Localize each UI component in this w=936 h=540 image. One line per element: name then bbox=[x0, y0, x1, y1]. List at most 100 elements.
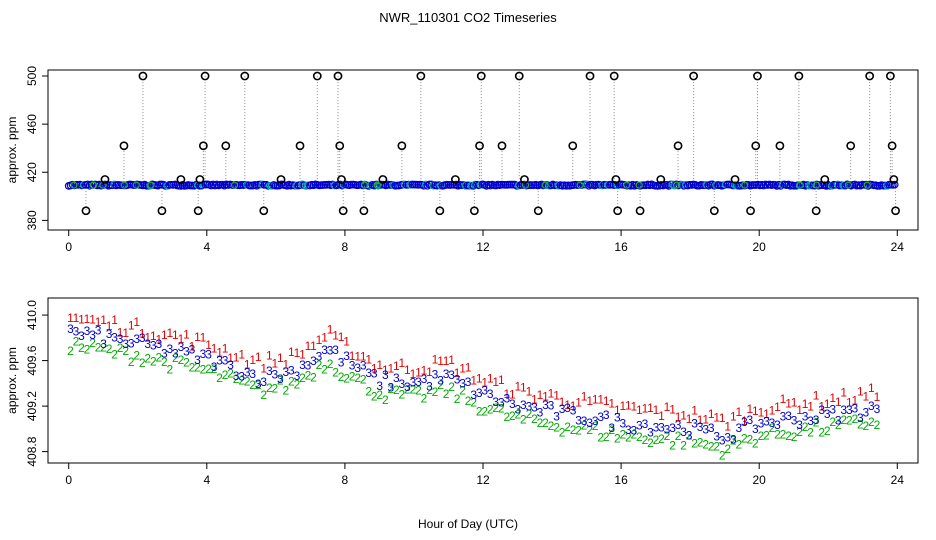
series-1-point: 1 bbox=[277, 351, 284, 365]
series-1-point: 1 bbox=[283, 358, 290, 372]
series-1-point: 1 bbox=[465, 360, 472, 374]
spike-point bbox=[533, 206, 543, 216]
series-3-point: 3 bbox=[487, 387, 494, 401]
series-3-point: 3 bbox=[686, 429, 693, 443]
series-2-point: 2 bbox=[393, 383, 400, 397]
series-1-point: 1 bbox=[813, 389, 820, 403]
series-3-point: 3 bbox=[84, 324, 91, 338]
series-1-point: 1 bbox=[570, 399, 577, 413]
series-1-point: 1 bbox=[619, 399, 626, 413]
series-1-point: 1 bbox=[470, 373, 477, 387]
series-1-point: 1 bbox=[592, 393, 599, 407]
series-2-point: 2 bbox=[399, 387, 406, 401]
series-3-point: 3 bbox=[636, 419, 643, 433]
series-2-point: 2 bbox=[708, 440, 715, 454]
series-1-point: 1 bbox=[222, 341, 229, 355]
series-2-point: 2 bbox=[796, 425, 803, 439]
series-1-point: 1 bbox=[548, 386, 555, 400]
spike-point bbox=[119, 141, 129, 151]
series-3-point: 3 bbox=[796, 418, 803, 432]
series-1-point: 1 bbox=[581, 389, 588, 403]
series-2-point: 2 bbox=[465, 394, 472, 408]
series-1-point: 1 bbox=[360, 350, 367, 364]
series-2-point: 2 bbox=[586, 423, 593, 437]
series-3-point: 3 bbox=[172, 346, 179, 360]
series-3-point: 3 bbox=[421, 372, 428, 386]
series-1-point: 1 bbox=[785, 397, 792, 411]
series-2-point: 2 bbox=[719, 449, 726, 463]
series-1-point: 1 bbox=[747, 402, 754, 416]
series-1-point: 1 bbox=[575, 395, 582, 409]
series-3-point: 3 bbox=[653, 420, 660, 434]
series-1-point: 1 bbox=[735, 405, 742, 419]
series-1-point: 1 bbox=[167, 326, 174, 340]
series-1-point: 1 bbox=[758, 406, 765, 420]
series-3-point: 3 bbox=[802, 410, 809, 424]
series-2-point: 2 bbox=[487, 403, 494, 417]
spike-point bbox=[746, 206, 755, 216]
series-2-point: 2 bbox=[802, 420, 809, 434]
series-2-point: 2 bbox=[625, 430, 632, 444]
series-1-point: 1 bbox=[117, 325, 124, 339]
series-1-point: 1 bbox=[133, 315, 140, 329]
series-2-point: 2 bbox=[360, 372, 367, 386]
x-tick-label: 0 bbox=[65, 473, 72, 487]
series-3-point: 3 bbox=[719, 433, 726, 447]
spike-point bbox=[333, 71, 343, 81]
series-1-point: 1 bbox=[702, 413, 709, 427]
series-3-point: 3 bbox=[216, 353, 223, 367]
series-1-point: 1 bbox=[503, 387, 510, 401]
plot-frame bbox=[47, 69, 919, 231]
series-3-point: 3 bbox=[382, 368, 389, 382]
spike-point bbox=[753, 71, 762, 81]
series-1-point: 1 bbox=[238, 347, 245, 361]
series-2-point: 2 bbox=[454, 392, 461, 406]
series-1-point: 1 bbox=[404, 363, 411, 377]
baseline-point bbox=[230, 181, 239, 189]
series-3-point: 3 bbox=[647, 425, 654, 439]
series-2-point: 2 bbox=[133, 349, 140, 363]
series-2-point: 2 bbox=[155, 351, 162, 365]
series-3-point: 3 bbox=[332, 343, 339, 357]
series-1-point: 1 bbox=[537, 388, 544, 402]
baseline-point bbox=[132, 181, 140, 189]
series-3-point: 3 bbox=[200, 347, 207, 361]
series-3-point: 3 bbox=[575, 414, 582, 428]
series-3-point: 3 bbox=[194, 353, 201, 367]
series-2-point: 2 bbox=[735, 437, 742, 451]
series-3-point: 3 bbox=[122, 337, 129, 351]
series-2-point: 2 bbox=[222, 368, 229, 382]
series-3-point: 3 bbox=[100, 337, 107, 351]
series-3-point: 3 bbox=[476, 386, 483, 400]
series-1-point: 1 bbox=[669, 402, 676, 416]
series-2-point: 2 bbox=[271, 382, 278, 396]
series-3-point: 3 bbox=[503, 391, 510, 405]
series-2-point: 2 bbox=[614, 431, 621, 445]
series-3-point: 3 bbox=[564, 401, 571, 415]
y-tick-label: 500 bbox=[25, 66, 39, 86]
baseline-point bbox=[89, 181, 98, 189]
spike-point bbox=[520, 175, 529, 184]
spike-point bbox=[611, 175, 621, 184]
series-3-point: 3 bbox=[249, 367, 256, 381]
series-3-point: 3 bbox=[664, 423, 671, 437]
series-2-point: 2 bbox=[608, 423, 615, 437]
series-1-point: 1 bbox=[365, 352, 372, 366]
series-2-point: 2 bbox=[211, 362, 218, 376]
series-2-point: 2 bbox=[653, 433, 660, 447]
series-2-point: 2 bbox=[515, 408, 522, 422]
series-2-point: 2 bbox=[780, 428, 787, 442]
spike-point bbox=[195, 175, 205, 184]
series-1-point: 1 bbox=[769, 404, 776, 418]
spike-point bbox=[295, 141, 305, 151]
series-3-point: 3 bbox=[283, 365, 290, 379]
series-1-point: 1 bbox=[89, 312, 96, 326]
series-2-point: 2 bbox=[752, 436, 759, 450]
series-1-point: 1 bbox=[829, 391, 836, 405]
series-3-point: 3 bbox=[360, 359, 367, 373]
x-tick-label: 20 bbox=[753, 240, 767, 254]
spike-point bbox=[613, 206, 623, 216]
series-2-point: 2 bbox=[840, 413, 847, 427]
series-1-point: 1 bbox=[288, 345, 295, 359]
